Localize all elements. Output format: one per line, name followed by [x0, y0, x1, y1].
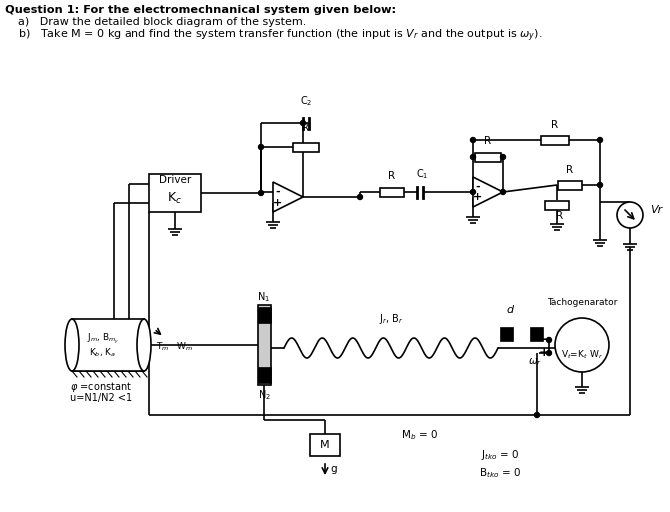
Text: Vr: Vr — [650, 205, 662, 215]
Text: $\omega_r$: $\omega_r$ — [528, 356, 542, 368]
Circle shape — [358, 195, 362, 200]
Text: M$_b$ = 0: M$_b$ = 0 — [401, 428, 439, 442]
Text: +: + — [273, 198, 283, 207]
Circle shape — [470, 155, 476, 160]
Circle shape — [598, 182, 602, 187]
Bar — [257, 305, 271, 385]
Text: M: M — [320, 440, 330, 450]
Text: g: g — [330, 464, 336, 474]
Circle shape — [547, 337, 551, 343]
Polygon shape — [473, 177, 503, 207]
Bar — [149, 174, 201, 212]
Bar — [380, 187, 404, 197]
Text: C$_2$: C$_2$ — [299, 94, 312, 108]
Text: J$_m$, B$_{m_y}$: J$_m$, B$_{m_y}$ — [87, 332, 119, 346]
Bar — [541, 136, 569, 144]
Text: J$_{tko}$ = 0: J$_{tko}$ = 0 — [480, 448, 519, 462]
Text: N$_1$: N$_1$ — [257, 290, 271, 304]
Bar — [500, 327, 513, 341]
Text: R: R — [557, 211, 563, 221]
Text: -: - — [476, 181, 480, 191]
Circle shape — [500, 189, 505, 195]
Text: R: R — [484, 136, 492, 146]
Text: Question 1: For the electromechnanical system given below:: Question 1: For the electromechnanical s… — [5, 5, 396, 15]
Text: N$_2$: N$_2$ — [257, 388, 271, 402]
Bar — [558, 181, 582, 189]
Text: b)   Take M = 0 kg and find the system transfer function (the input is $V_r$ and: b) Take M = 0 kg and find the system tra… — [18, 28, 543, 45]
Circle shape — [259, 190, 263, 196]
Text: T$_m$   W$_m$: T$_m$ W$_m$ — [156, 341, 194, 353]
Circle shape — [500, 155, 505, 160]
Text: -: - — [275, 186, 280, 197]
Circle shape — [598, 138, 602, 142]
Text: $\varphi$ =constant: $\varphi$ =constant — [70, 380, 132, 394]
Polygon shape — [273, 182, 303, 212]
Text: R: R — [302, 123, 310, 133]
Bar — [310, 434, 340, 456]
Text: B$_{tko}$ = 0: B$_{tko}$ = 0 — [479, 466, 521, 480]
Bar — [257, 307, 271, 323]
Text: Driver: Driver — [159, 175, 191, 185]
Bar — [530, 327, 543, 341]
Text: K$_c$: K$_c$ — [168, 190, 182, 205]
Text: d: d — [507, 305, 514, 315]
Circle shape — [547, 351, 551, 355]
Text: u=N1/N2 <1: u=N1/N2 <1 — [70, 393, 132, 403]
Text: +: + — [474, 193, 482, 203]
Text: R: R — [566, 165, 574, 175]
Bar — [293, 142, 319, 152]
Circle shape — [301, 120, 306, 125]
Text: -: - — [541, 333, 547, 347]
Text: V$_t$=K$_t$ W$_r$: V$_t$=K$_t$ W$_r$ — [561, 349, 603, 361]
Text: a)   Draw the detailed block diagram of the system.: a) Draw the detailed block diagram of th… — [18, 17, 306, 27]
Text: Tachogenarator: Tachogenarator — [547, 298, 617, 307]
Text: C$_1$: C$_1$ — [416, 167, 428, 181]
Circle shape — [470, 138, 476, 142]
Text: R: R — [551, 120, 559, 130]
Circle shape — [535, 413, 539, 417]
Circle shape — [555, 318, 609, 372]
Ellipse shape — [137, 319, 151, 371]
Ellipse shape — [65, 319, 79, 371]
Text: K$_b$, K$_a$: K$_b$, K$_a$ — [89, 347, 117, 359]
Bar — [257, 367, 271, 383]
Text: +: + — [539, 347, 549, 359]
Bar — [475, 153, 501, 161]
Text: R: R — [389, 171, 395, 181]
Bar — [545, 201, 569, 209]
Text: J$_r$, B$_r$: J$_r$, B$_r$ — [379, 312, 403, 326]
Circle shape — [617, 202, 643, 228]
Circle shape — [470, 189, 476, 195]
Bar — [72, 319, 144, 371]
Circle shape — [259, 144, 263, 150]
